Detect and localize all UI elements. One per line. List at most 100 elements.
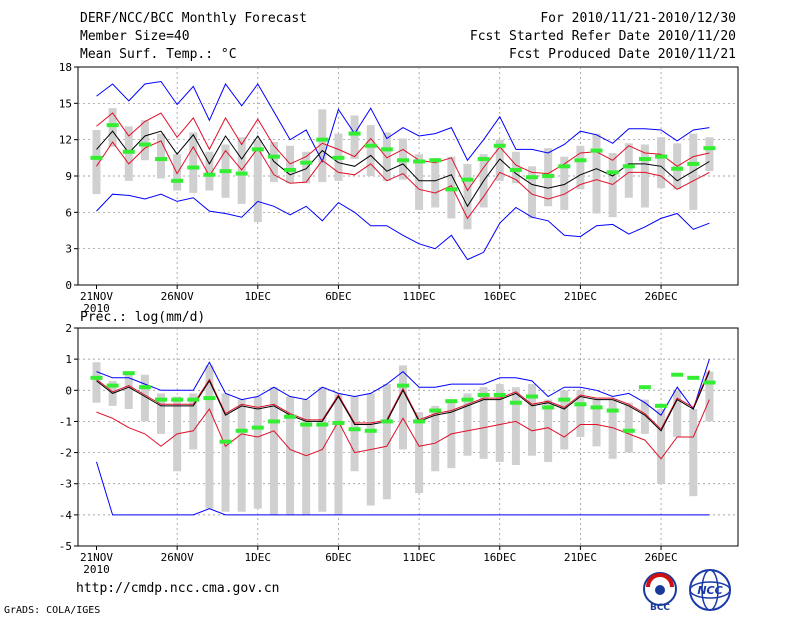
observed-marker	[106, 383, 119, 388]
observed-marker	[364, 428, 377, 433]
observed-marker	[542, 174, 555, 178]
observed-marker	[267, 154, 280, 159]
spread-box	[689, 408, 698, 497]
spread-box	[302, 151, 311, 184]
spread-box	[92, 362, 101, 403]
observed-marker	[671, 166, 684, 171]
observed-marker	[622, 428, 635, 433]
observed-marker	[396, 383, 409, 388]
observed-marker	[671, 372, 684, 377]
spread-box	[657, 408, 666, 484]
forecast-period: For 2010/11/21-2010/12/30	[540, 11, 736, 26]
observed-marker	[380, 147, 393, 152]
observed-marker	[316, 422, 329, 427]
observed-marker	[509, 167, 522, 172]
observed-marker	[364, 143, 377, 148]
series-line-max	[96, 358, 710, 416]
observed-marker	[284, 167, 297, 172]
observed-marker	[590, 148, 603, 153]
observed-marker	[348, 427, 361, 432]
x-tick-label: 16DEC	[483, 551, 516, 564]
series-line-upper	[96, 369, 710, 431]
spread-box	[479, 387, 488, 459]
spread-box	[286, 145, 295, 184]
spread-box	[205, 365, 214, 509]
spread-box	[286, 396, 295, 515]
x-tick-label: 21DEC	[564, 290, 597, 303]
plot-frame	[77, 327, 739, 547]
spread-box	[366, 125, 375, 176]
y-tick-label: 9	[65, 170, 72, 183]
observed-marker	[300, 422, 313, 427]
fcst-started-date: Fcst Started Refer Date 2010/11/20	[469, 29, 736, 44]
spread-box	[560, 156, 569, 210]
observed-marker	[655, 403, 668, 408]
y-tick-label: 0	[65, 384, 72, 397]
spread-box	[334, 393, 343, 515]
observed-marker	[155, 157, 168, 162]
series-line-max	[96, 80, 710, 163]
chart-title: DERF/NCC/BCC Monthly Forecast	[80, 11, 307, 26]
x-tick-label: 11DEC	[403, 290, 436, 303]
observed-marker	[509, 400, 522, 405]
spread-box	[624, 402, 633, 453]
observed-marker	[445, 187, 458, 192]
spread-box	[269, 387, 278, 515]
observed-marker	[638, 385, 651, 390]
spread-box	[447, 402, 456, 469]
bcc-logo-text: BCC	[650, 603, 670, 612]
spread-box	[495, 139, 504, 181]
observed-marker	[348, 131, 361, 136]
chart-panel-temp: 0 3 6 9 12 15 18 21NOV 26NOV 1DEC 6DEC 11DEC 16DEC 21…	[59, 61, 739, 315]
observed-marker	[703, 380, 716, 385]
x-tick-label: 26NOV	[161, 290, 194, 303]
spread-box	[189, 132, 198, 193]
observed-marker	[187, 165, 200, 170]
x-tick-label: 11DEC	[403, 551, 436, 564]
y-tick-label: 18	[59, 61, 72, 74]
observed-marker	[203, 396, 216, 401]
series-line-lower	[96, 399, 710, 460]
observed-marker	[380, 419, 393, 424]
spread-box	[140, 120, 149, 161]
spread-box	[350, 115, 359, 160]
spread-box	[673, 390, 682, 437]
spread-box	[302, 399, 311, 515]
x-tick-label: 26NOV	[161, 551, 194, 564]
observed-marker	[622, 164, 635, 169]
spread-box	[157, 133, 166, 179]
x-tick-label: 16DEC	[483, 290, 516, 303]
spread-box	[624, 143, 633, 198]
series-line-lower	[96, 140, 710, 220]
spread-box	[124, 371, 133, 409]
source-url[interactable]: http://cmdp.ncc.cma.gov.cn	[76, 581, 280, 596]
observed-marker	[251, 425, 264, 430]
observed-marker	[542, 405, 555, 410]
y-tick-label: 0	[65, 279, 72, 292]
ncc-logo: NCC	[689, 569, 731, 611]
spread-box	[463, 393, 472, 456]
observed-marker	[493, 392, 506, 397]
observed-marker	[461, 177, 474, 182]
observed-marker	[526, 175, 539, 180]
y-tick-label: -2	[59, 447, 72, 460]
y-tick-label: 15	[59, 97, 72, 110]
observed-marker	[90, 375, 103, 380]
spread-box	[592, 399, 601, 447]
spread-box	[92, 129, 101, 195]
spread-box	[415, 154, 424, 210]
spread-box	[560, 390, 569, 450]
spread-box	[157, 393, 166, 434]
variable-label: Mean Surf. Temp.: °C	[80, 47, 237, 62]
spread-box	[350, 396, 359, 472]
x-tick-label: 26DEC	[644, 551, 677, 564]
x-tick-label: 1DEC	[245, 551, 272, 564]
y-tick-label: 2	[65, 322, 72, 335]
x-tick-label: 21NOV	[80, 290, 113, 303]
observed-marker	[138, 142, 151, 147]
observed-marker	[316, 137, 329, 142]
observed-marker	[606, 170, 619, 175]
spread-box	[705, 371, 714, 422]
spread-box	[608, 399, 617, 459]
